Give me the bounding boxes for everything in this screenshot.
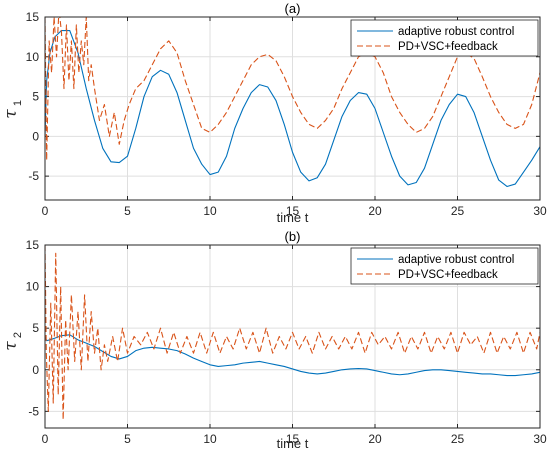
legend: adaptive robust control PD+VSC+feedback: [350, 247, 539, 285]
series-line-adaptive-robust-control: [45, 334, 540, 377]
y-axis-label-symbol: τ: [1, 109, 21, 119]
y-tick-label: 10: [26, 50, 40, 64]
x-tick-label: 15: [286, 204, 300, 218]
x-tick-label: 30: [533, 204, 547, 218]
series-line-adaptive-robust-control: [45, 29, 540, 188]
y-tick-label: 5: [32, 321, 39, 335]
x-tick-label: 15: [286, 432, 300, 446]
legend-entry: PD+VSC+feedback: [398, 41, 498, 53]
x-tick-label: 5: [124, 432, 131, 446]
legend-entry: adaptive robust control: [398, 254, 514, 266]
y-tick-label: -5: [28, 404, 39, 418]
x-tick-label: 20: [368, 432, 382, 446]
y-tick-label: 10: [26, 280, 40, 294]
x-tick-label: 30: [533, 432, 547, 446]
x-axis-label: time t: [277, 436, 309, 451]
legend-box: [350, 19, 539, 57]
y-tick-label: 0: [32, 363, 39, 377]
y-tick-label: 15: [26, 238, 40, 252]
x-tick-label: 20: [368, 204, 382, 218]
y-axis-label-subscript: 1: [12, 100, 24, 106]
axes-box: [44, 16, 541, 201]
y-axis-label-subscript: 2: [12, 332, 24, 338]
chart-title: (a): [285, 1, 301, 16]
legend-entry: PD+VSC+feedback: [398, 269, 498, 281]
x-tick-label: 10: [203, 204, 217, 218]
y-tick-label: 15: [26, 10, 40, 24]
series-line-pd-vsc-feedback: [45, 245, 540, 421]
x-tick-label: 10: [203, 432, 217, 446]
legend: adaptive robust control PD+VSC+feedback: [350, 19, 539, 57]
axes-box: [44, 244, 541, 429]
legend-box: [350, 247, 539, 285]
y-tick-label: 0: [32, 129, 39, 143]
x-tick-label: 25: [451, 432, 465, 446]
y-axis-label-symbol: τ: [1, 341, 21, 351]
chart-title: (b): [285, 229, 301, 244]
x-tick-label: 25: [451, 204, 465, 218]
x-tick-label: 5: [124, 204, 131, 218]
y-axis-label: τ1: [1, 100, 24, 119]
legend-entry: adaptive robust control: [398, 26, 514, 38]
y-axis-label: τ2: [1, 332, 24, 351]
x-tick-label: 0: [42, 204, 49, 218]
x-axis-label: time t: [277, 210, 309, 225]
x-tick-label: 0: [42, 432, 49, 446]
y-tick-label: -5: [28, 169, 39, 183]
series-line-pd-vsc-feedback: [45, 17, 540, 161]
y-tick-label: 5: [32, 90, 39, 104]
